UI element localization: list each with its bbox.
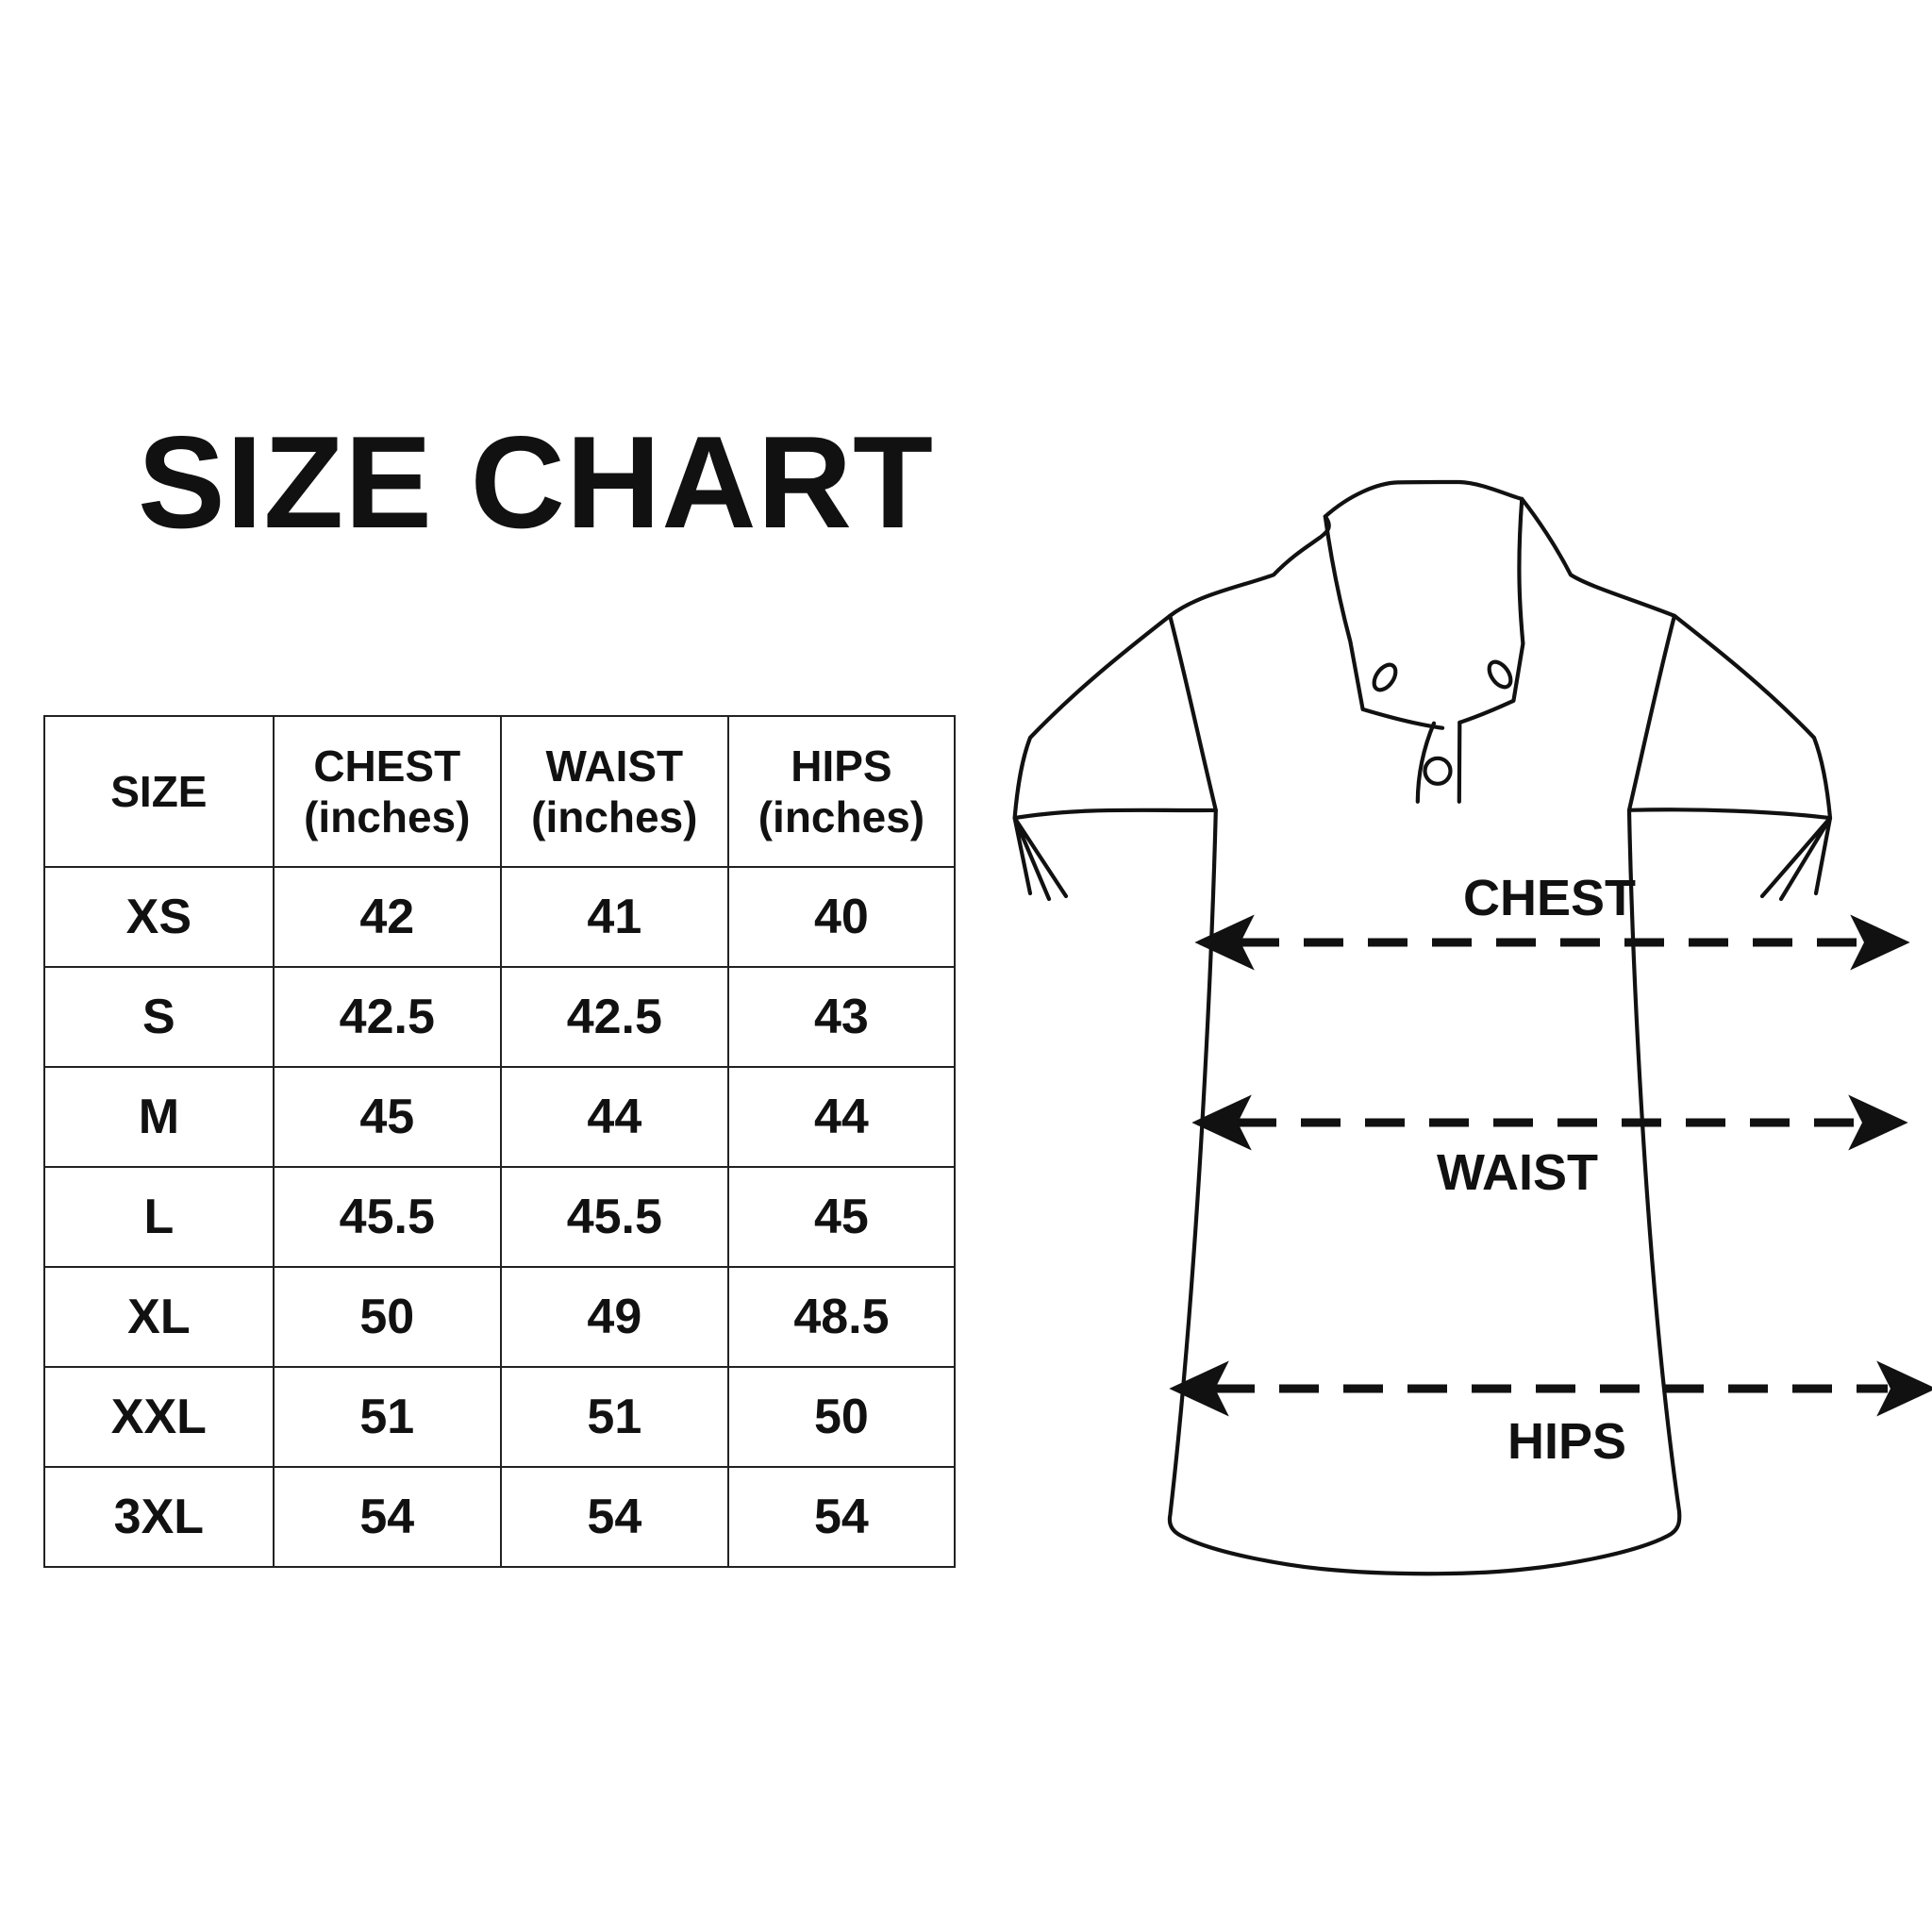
- svg-text:WAIST: WAIST: [1437, 1144, 1598, 1201]
- svg-text:CHEST: CHEST: [1463, 870, 1636, 926]
- svg-text:HIPS: HIPS: [1507, 1413, 1626, 1470]
